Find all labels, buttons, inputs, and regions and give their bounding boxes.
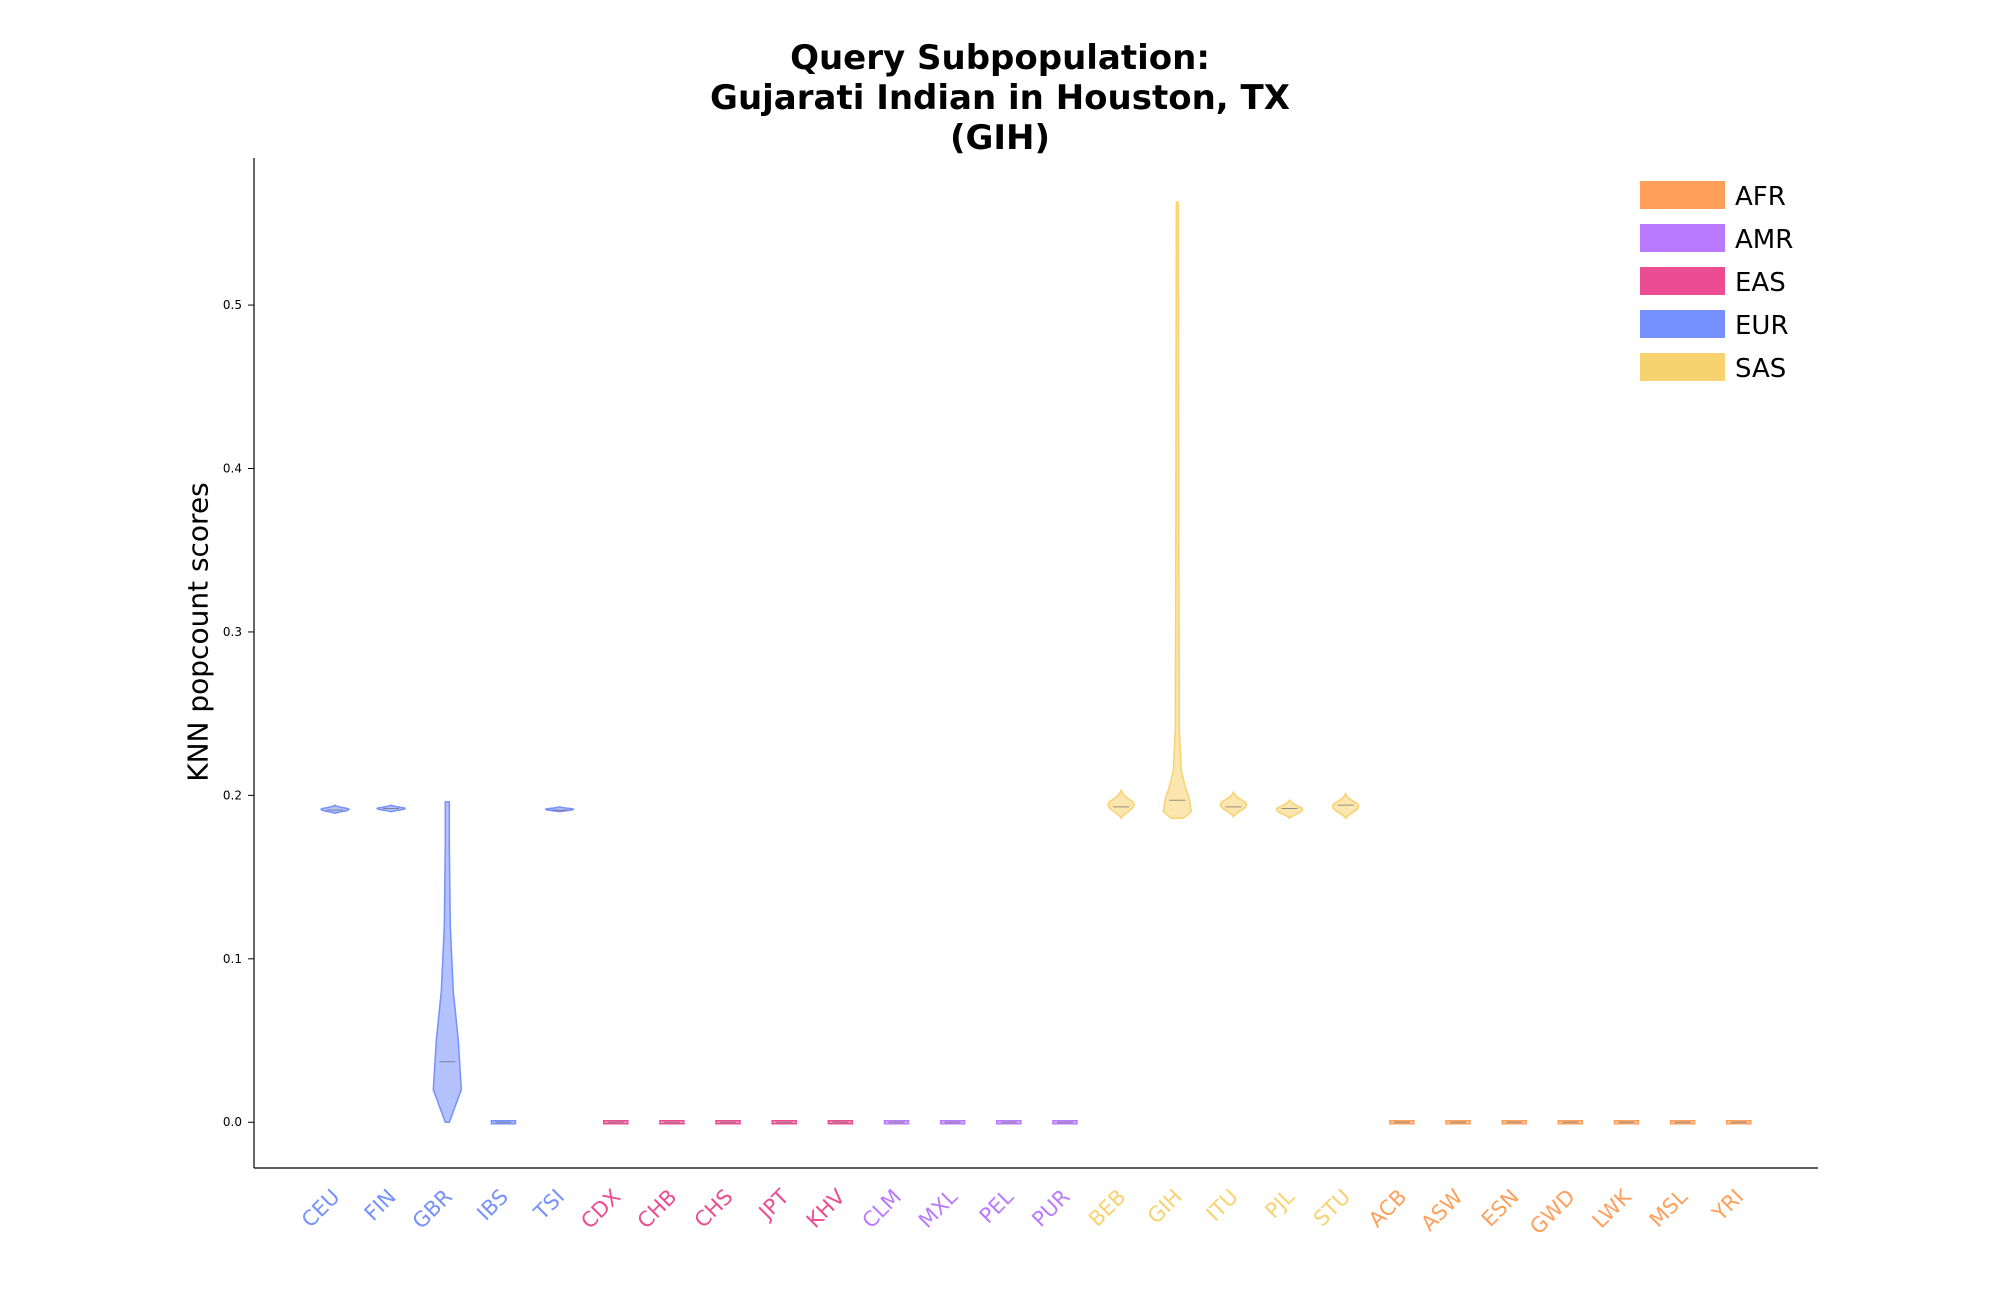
legend-swatch-afr [1640,181,1725,209]
violin-itu [1219,790,1248,819]
violin-ceu [320,804,350,815]
y-tick-label: 0.0 [223,1115,242,1129]
violin-stu [1331,791,1360,820]
x-tick-label-beb: BEB [1084,1185,1131,1232]
x-tick-label-cdx: CDX [576,1185,625,1234]
x-tick-label-ibs: IBS [472,1185,513,1226]
x-tick-label-ceu: CEU [297,1185,345,1233]
chart-title-line-3: (GIH) [949,118,1051,158]
x-tick-label-gwd: GWD [1525,1185,1580,1240]
x-tick-label-gbr: GBR [408,1185,457,1234]
x-tick-label-chb: CHB [633,1185,682,1234]
legend-label-eas: EAS [1735,268,1786,298]
legend-label-eur: EUR [1735,311,1789,341]
y-tick-label: 0.4 [223,462,242,476]
x-tick-label-chs: CHS [690,1185,738,1233]
x-tick-label-pjl: PJL [1261,1184,1300,1223]
x-tick-label-acb: ACB [1364,1185,1411,1232]
legend-swatch-eur [1640,310,1725,338]
chart-title-line-1: Query Subpopulation: [790,38,1210,78]
x-tick-label-mxl: MXL [914,1184,962,1232]
x-tick-label-gih: GIH [1143,1185,1187,1229]
x-tick-label-tsi: TSI [529,1185,570,1226]
violin-pjl [1275,798,1304,820]
x-tick-label-lwk: LWK [1588,1184,1637,1233]
x-tick-label-asw: ASW [1416,1184,1467,1235]
legend-label-amr: AMR [1735,225,1793,255]
violin-gih [1162,201,1193,820]
legend-swatch-eas [1640,267,1725,295]
legend-label-sas: SAS [1735,354,1786,384]
x-tick-label-msl: MSL [1645,1184,1693,1232]
y-tick-label: 0.3 [223,625,242,639]
legend-swatch-amr [1640,224,1725,252]
y-tick-label: 0.2 [223,788,242,802]
x-tick-label-esn: ESN [1477,1185,1524,1232]
x-tick-label-pel: PEL [975,1184,1019,1228]
legend-swatch-sas [1640,353,1725,381]
y-tick-label: 0.1 [223,952,242,966]
x-tick-label-khv: KHV [802,1184,850,1232]
x-tick-label-itu: ITU [1202,1185,1243,1226]
x-tick-label-pur: PUR [1027,1185,1074,1232]
x-tick-label-clm: CLM [858,1185,906,1233]
violin-beb [1107,788,1135,820]
x-tick-label-stu: STU [1309,1185,1355,1231]
violin-gbr [432,801,463,1123]
violin-tsi [544,805,575,813]
chart-title-line-2: Gujarati Indian in Houston, TX [710,78,1290,118]
x-tick-label-fin: FIN [360,1185,401,1226]
x-tick-label-jpt: JPT [753,1184,794,1225]
x-tick-label-yri: YRI [1707,1185,1748,1226]
legend-label-afr: AFR [1735,182,1786,212]
y-tick-label: 0.5 [223,298,242,312]
